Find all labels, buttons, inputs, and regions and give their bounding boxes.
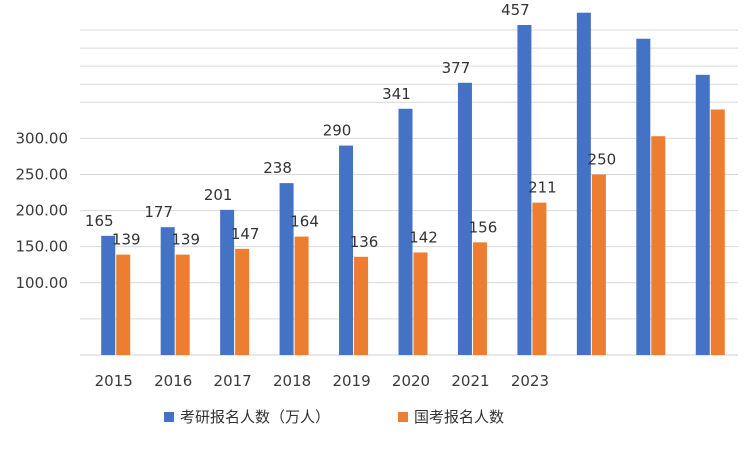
- bar-series-2: [472, 242, 487, 355]
- x-tick-label: 2018: [273, 372, 311, 390]
- bar-series-1: [101, 235, 116, 355]
- data-label-series-1: 165: [85, 212, 114, 230]
- data-label-series-2: 139: [112, 231, 141, 249]
- bar-series-2: [354, 256, 369, 355]
- legend: 考研报名人数（万人） 国考报名人数: [164, 408, 504, 426]
- bar-series-2: [710, 109, 725, 355]
- legend-label-series-1: 考研报名人数（万人）: [180, 408, 330, 426]
- x-tick-label: 2017: [214, 372, 252, 390]
- bar-series-2: [532, 202, 547, 355]
- bar-series-2: [235, 248, 250, 355]
- bar-series-1: [517, 24, 532, 355]
- data-label-series-1: 177: [144, 203, 173, 221]
- bar-series-1: [339, 145, 354, 355]
- data-label-series-2: 147: [231, 225, 260, 243]
- x-tick-label: 2015: [95, 372, 133, 390]
- bar-series-2: [175, 254, 190, 355]
- bar-series-2: [116, 254, 131, 355]
- legend-swatch-series-2: [398, 412, 408, 422]
- data-label-series-2: 164: [290, 213, 319, 231]
- x-tick-label: 2020: [392, 372, 430, 390]
- bar-series-1: [457, 82, 472, 355]
- x-tick-label: 2016: [154, 372, 192, 390]
- bar-series-2: [413, 252, 428, 355]
- y-tick-label: 150.00: [16, 238, 69, 256]
- data-label-series-2: 136: [350, 233, 379, 251]
- bar-series-1: [398, 108, 413, 355]
- data-label-series-2: 139: [171, 231, 200, 249]
- data-label-series-2: 156: [469, 218, 498, 236]
- y-tick-label: 250.00: [16, 165, 69, 183]
- x-tick-label: 2019: [332, 372, 370, 390]
- data-label-series-1: 341: [382, 85, 411, 103]
- data-label-series-1: 238: [263, 159, 292, 177]
- data-label-series-1: 377: [442, 59, 471, 77]
- data-label-series-1: 457: [501, 1, 530, 19]
- data-label-series-2: 211: [528, 179, 557, 197]
- bar-series-1: [220, 209, 235, 355]
- y-tick-label: 300.00: [16, 129, 69, 147]
- y-tick-label: 200.00: [16, 202, 69, 220]
- y-tick-label: 100.00: [16, 274, 69, 292]
- data-label-series-2: 142: [409, 228, 438, 246]
- bar-series-1: [636, 38, 651, 355]
- bar-series-1: [576, 12, 591, 355]
- x-tick-label: 2021: [451, 372, 489, 390]
- legend-label-series-2: 国考报名人数: [414, 408, 504, 426]
- bar-series-1: [279, 183, 294, 355]
- bar-series-1: [695, 74, 710, 356]
- data-label-series-1: 290: [323, 122, 352, 140]
- data-label-series-1: 201: [204, 186, 233, 204]
- bar-series-1: [160, 227, 175, 355]
- bar-series-2: [591, 174, 606, 355]
- bar-series-2: [294, 236, 309, 355]
- data-label-series-2: 250: [588, 150, 617, 168]
- legend-swatch-series-1: [164, 412, 174, 422]
- x-tick-label: 2023: [511, 372, 549, 390]
- bar-series-2: [651, 136, 666, 355]
